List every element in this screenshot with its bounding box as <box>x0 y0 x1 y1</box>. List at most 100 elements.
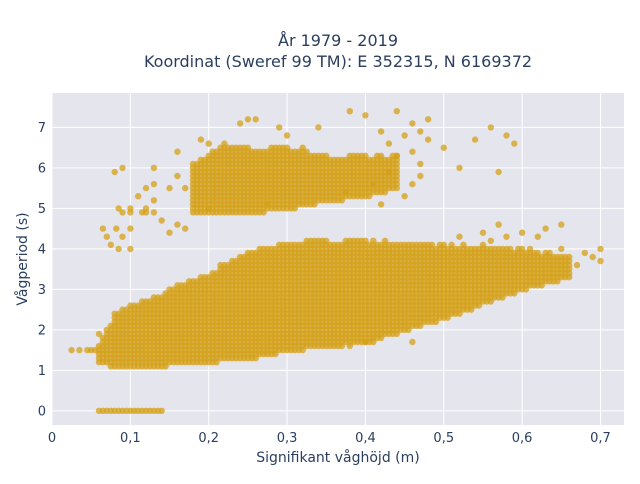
data-point <box>127 245 134 253</box>
data-point <box>244 144 252 151</box>
data-point <box>95 330 103 338</box>
data-point <box>182 225 189 232</box>
data-point <box>127 205 134 212</box>
data-point <box>182 184 189 192</box>
data-point <box>99 225 107 232</box>
data-point <box>166 229 173 236</box>
y-tick-label: 4 <box>38 242 46 257</box>
data-point <box>573 261 581 269</box>
data-point <box>252 116 259 123</box>
data-point <box>205 140 212 147</box>
data-point <box>299 144 306 151</box>
y-tick-label: 6 <box>38 161 46 176</box>
y-tick-label: 2 <box>38 323 46 338</box>
x-tick-label: 0,7 <box>590 431 611 446</box>
x-tick-label: 0,2 <box>198 431 219 446</box>
data-point <box>417 160 424 168</box>
data-point <box>487 124 494 131</box>
data-point <box>589 253 596 261</box>
data-point <box>111 168 118 176</box>
data-point <box>417 128 424 135</box>
data-point <box>401 132 408 139</box>
data-point <box>424 136 432 143</box>
data-point <box>381 237 389 244</box>
data-point <box>428 241 436 248</box>
data-point <box>440 241 447 248</box>
data-point <box>597 257 604 265</box>
data-point <box>303 148 310 155</box>
data-point <box>346 342 353 350</box>
data-point <box>385 140 393 147</box>
data-point <box>221 140 228 147</box>
data-point <box>150 180 158 188</box>
data-point <box>236 120 244 127</box>
y-tick-label: 1 <box>38 364 46 379</box>
data-point <box>479 241 487 248</box>
data-point <box>323 237 330 244</box>
data-point <box>377 152 385 159</box>
data-point <box>127 225 134 232</box>
y-tick-labels: 0 1 2 3 4 5 6 7 <box>38 121 46 419</box>
data-point <box>276 124 283 131</box>
data-point <box>174 172 181 180</box>
data-point <box>487 237 494 244</box>
data-point <box>495 168 502 176</box>
data-point <box>135 193 142 200</box>
data-point <box>401 193 408 200</box>
data-point <box>417 172 424 180</box>
y-tick-label: 3 <box>38 283 46 298</box>
data-point <box>471 136 479 143</box>
data-point <box>150 164 158 172</box>
data-point <box>518 245 526 253</box>
data-point <box>518 229 526 236</box>
data-point <box>142 184 150 192</box>
data-point <box>566 253 573 261</box>
data-point <box>315 124 322 131</box>
data-point <box>76 346 83 354</box>
data-point <box>174 148 181 155</box>
data-point <box>558 221 565 228</box>
data-point <box>511 140 518 147</box>
data-point <box>283 144 291 151</box>
data-point <box>346 108 353 115</box>
data-point <box>68 346 75 354</box>
data-point <box>362 237 369 244</box>
data-point <box>393 152 400 159</box>
data-point <box>205 205 212 212</box>
data-point <box>362 338 369 346</box>
x-tick-labels: 0 0,1 0,2 0,3 0,4 0,5 0,6 0,7 <box>48 431 611 446</box>
data-point <box>424 116 432 123</box>
data-point <box>142 209 150 216</box>
data-point <box>448 241 455 248</box>
data-point <box>456 164 463 172</box>
data-point <box>323 152 330 159</box>
data-point <box>197 136 205 143</box>
data-point <box>103 233 111 240</box>
x-tick-label: 0,3 <box>277 431 298 446</box>
x-tick-label: 0,4 <box>355 431 376 446</box>
data-point <box>503 233 510 240</box>
data-point <box>409 120 416 127</box>
data-point <box>244 116 252 123</box>
data-point <box>115 205 122 212</box>
x-axis-title: Signifikant våghöjd (m) <box>256 449 419 466</box>
data-points-layer <box>68 108 604 414</box>
data-point <box>107 241 115 248</box>
data-point <box>362 152 369 159</box>
x-tick-label: 0,5 <box>433 431 454 446</box>
chart-title-line2: Koordinat (Sweref 99 TM): E 352315, N 61… <box>144 52 532 71</box>
data-point <box>558 245 565 253</box>
data-point <box>377 201 385 208</box>
data-point <box>597 245 604 253</box>
y-tick-label: 0 <box>38 404 46 419</box>
data-point <box>460 241 467 248</box>
data-point <box>409 338 416 346</box>
data-point <box>166 184 173 192</box>
data-point <box>370 338 377 346</box>
x-tick-label: 0,1 <box>120 431 141 446</box>
data-point <box>158 407 165 414</box>
data-point <box>393 108 400 115</box>
data-point <box>503 132 510 139</box>
data-point <box>546 249 553 257</box>
